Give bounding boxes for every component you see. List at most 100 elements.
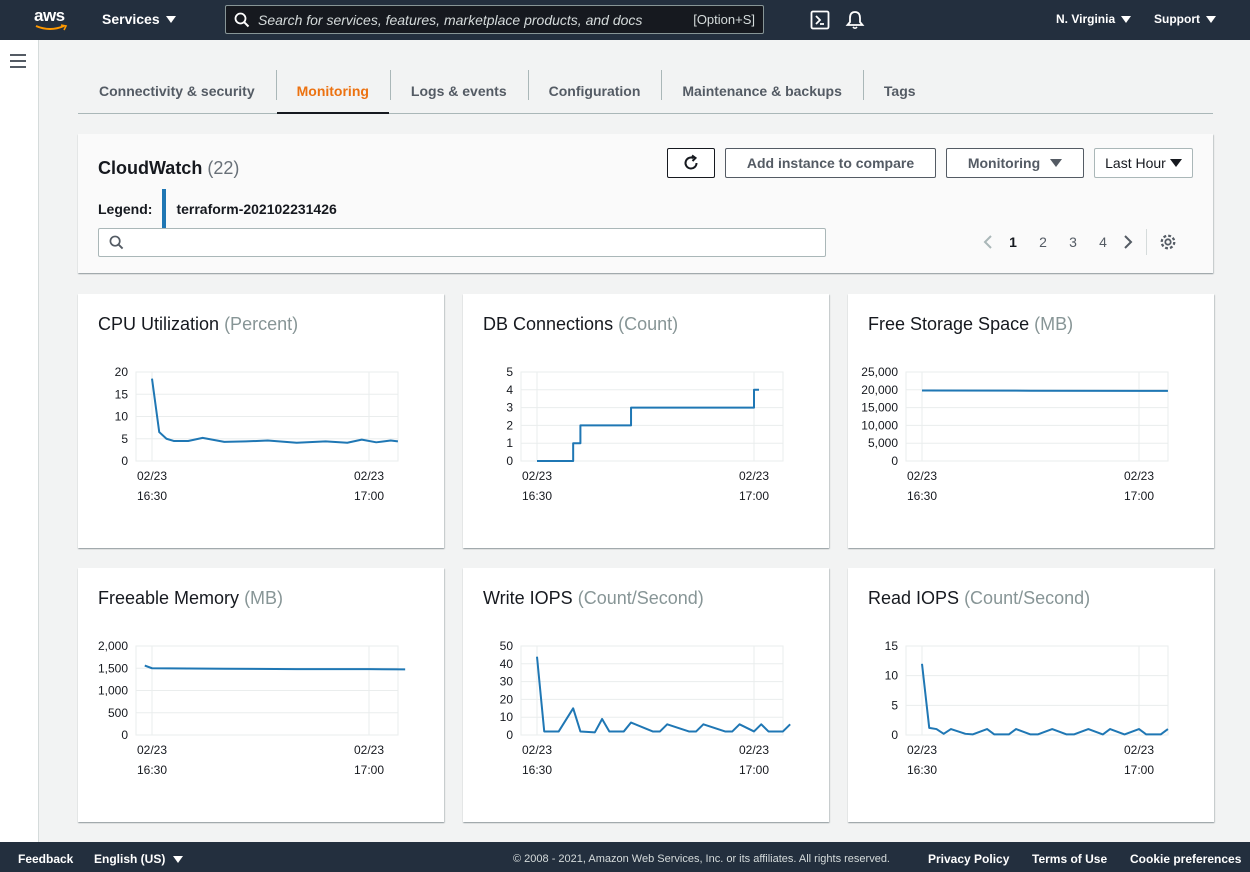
card-unit: (MB) <box>244 588 284 608</box>
x-tick-time: 16:30 <box>522 763 552 777</box>
pagination: 1 2 3 4 <box>978 229 1177 255</box>
tab-configuration[interactable]: Configuration <box>527 68 662 113</box>
global-search[interactable]: [Option+S] <box>225 5 764 34</box>
x-tick-time: 16:30 <box>137 763 167 777</box>
y-tick-label: 50 <box>500 639 514 653</box>
support-label: Support <box>1154 12 1200 26</box>
monitoring-dropdown[interactable]: Monitoring <box>946 148 1084 178</box>
metric-card-write-iops[interactable]: Write IOPS (Count/Second) 50 40 30 20 10 0 02/… <box>463 568 829 822</box>
gear-icon[interactable] <box>1159 233 1177 251</box>
y-tick-label: 1 <box>506 436 513 450</box>
cloudwatch-title-text: CloudWatch <box>98 158 203 178</box>
tab-monitoring[interactable]: Monitoring <box>275 68 390 114</box>
card-title-text: CPU Utilization <box>98 314 220 334</box>
y-tick-label: 30 <box>500 675 514 689</box>
freeable-memory-chart: 2,000 1,500 1,000 500 0 02/23 16:30 02/23 17:00 <box>98 639 406 777</box>
terms-of-use-link[interactable]: Terms of Use <box>1032 852 1108 866</box>
metric-card-freeable-memory[interactable]: Freeable Memory (MB) 2,000 1,500 1,000 500 0… <box>78 568 444 822</box>
metric-search[interactable] <box>98 228 826 257</box>
y-tick-label: 10 <box>115 410 129 424</box>
x-tick-time: 16:30 <box>522 489 552 503</box>
caret-down-icon <box>1121 15 1132 23</box>
y-tick-label: 2,000 <box>98 639 128 653</box>
language-selector[interactable]: English (US) <box>94 852 184 866</box>
card-unit: (Count/Second) <box>577 588 704 608</box>
metric-search-input[interactable] <box>130 234 825 251</box>
cloudshell-icon[interactable] <box>810 10 830 30</box>
read-iops-chart: 15 10 5 0 02/23 16:30 02/23 17:00 <box>885 639 1169 777</box>
y-tick-label: 10 <box>500 710 514 724</box>
support-menu[interactable]: Support <box>1154 12 1216 26</box>
y-tick-label: 0 <box>121 454 128 468</box>
card-title: Free Storage Space (MB) <box>868 314 1073 335</box>
privacy-policy-link[interactable]: Privacy Policy <box>928 852 1010 866</box>
x-tick-date: 02/23 <box>907 469 937 483</box>
page-2[interactable]: 2 <box>1039 234 1047 250</box>
global-search-input[interactable] <box>258 11 694 28</box>
metric-card-db-connections[interactable]: DB Connections (Count) 5 4 3 2 1 0 02/23 16:30 0… <box>463 294 829 548</box>
metric-card-cpu-utilization[interactable]: CPU Utilization (Percent) 20 15 10 5 0 02/23 1… <box>78 294 444 548</box>
y-tick-label: 500 <box>108 706 128 720</box>
search-icon <box>109 235 124 250</box>
y-tick-label: 15 <box>115 387 129 401</box>
caret-down-icon <box>1169 159 1182 167</box>
aws-logo-text: aws <box>34 6 65 25</box>
services-label: Services <box>102 11 160 27</box>
chevron-left-icon[interactable] <box>978 232 998 252</box>
y-tick-label: 10 <box>885 669 899 683</box>
y-tick-label: 0 <box>506 728 513 742</box>
footer: Feedback English (US) © 2008 - 2021, Ama… <box>0 842 1250 872</box>
y-tick-label: 20 <box>115 365 129 379</box>
series-line <box>144 664 406 671</box>
pager-divider <box>1146 229 1147 255</box>
detail-tabs: Connectivity & security Monitoring Logs … <box>78 68 1213 114</box>
page-3[interactable]: 3 <box>1069 234 1077 250</box>
aws-logo[interactable]: aws <box>34 6 70 34</box>
x-tick-time: 17:00 <box>354 489 384 503</box>
y-tick-label: 0 <box>891 454 898 468</box>
tab-logs-events[interactable]: Logs & events <box>389 68 528 113</box>
caret-down-icon <box>1206 15 1216 23</box>
add-instance-compare-button[interactable]: Add instance to compare <box>725 148 936 178</box>
y-tick-label: 20 <box>500 692 514 706</box>
time-range-select[interactable]: Last Hour <box>1094 148 1193 178</box>
services-menu[interactable]: Services <box>102 11 176 27</box>
y-tick-label: 0 <box>506 454 513 468</box>
x-tick-time: 16:30 <box>907 763 937 777</box>
series-line <box>536 656 791 734</box>
card-title-text: Free Storage Space <box>868 314 1030 334</box>
x-tick-date: 02/23 <box>739 469 769 483</box>
caret-down-icon <box>165 15 176 23</box>
tab-maintenance-backups[interactable]: Maintenance & backups <box>661 68 863 113</box>
y-tick-label: 15 <box>885 639 899 653</box>
time-range-value: Last Hour <box>1105 155 1166 171</box>
x-tick-date: 02/23 <box>137 743 167 757</box>
menu-icon[interactable] <box>10 54 26 68</box>
language-label: English (US) <box>94 852 166 866</box>
refresh-button[interactable] <box>667 148 715 178</box>
series-line <box>537 388 759 462</box>
y-tick-label: 1,500 <box>98 661 128 675</box>
chevron-right-icon[interactable] <box>1118 232 1138 252</box>
tab-tags[interactable]: Tags <box>862 68 937 113</box>
y-tick-label: 4 <box>506 383 513 397</box>
bell-icon[interactable] <box>845 10 865 30</box>
legend: Legend: terraform-202102231426 <box>98 189 337 229</box>
y-tick-label: 40 <box>500 657 514 671</box>
metric-card-read-iops[interactable]: Read IOPS (Count/Second) 15 10 5 0 02/23 16:3… <box>848 568 1214 822</box>
y-tick-label: 0 <box>121 728 128 742</box>
y-tick-label: 5 <box>121 432 128 446</box>
plot-area <box>905 645 1169 736</box>
page-4[interactable]: 4 <box>1099 234 1107 250</box>
cookie-preferences-link[interactable]: Cookie preferences <box>1130 852 1242 866</box>
page-1[interactable]: 1 <box>1009 234 1017 250</box>
cpu-utilization-chart: 20 15 10 5 0 02/23 16:30 02/23 17:00 <box>115 365 399 503</box>
x-tick-date: 02/23 <box>739 743 769 757</box>
y-tick-label: 20,000 <box>861 383 898 397</box>
y-tick-label: 10,000 <box>861 418 898 432</box>
region-selector[interactable]: N. Virginia <box>1056 12 1132 26</box>
top-navigation: aws Services [Option+S] N. Virginia Supp… <box>0 0 1250 40</box>
tab-connectivity-security[interactable]: Connectivity & security <box>99 82 255 99</box>
metric-card-free-storage-space[interactable]: Free Storage Space (MB) 25,000 20,000 15,0… <box>848 294 1214 548</box>
feedback-link[interactable]: Feedback <box>18 852 74 866</box>
